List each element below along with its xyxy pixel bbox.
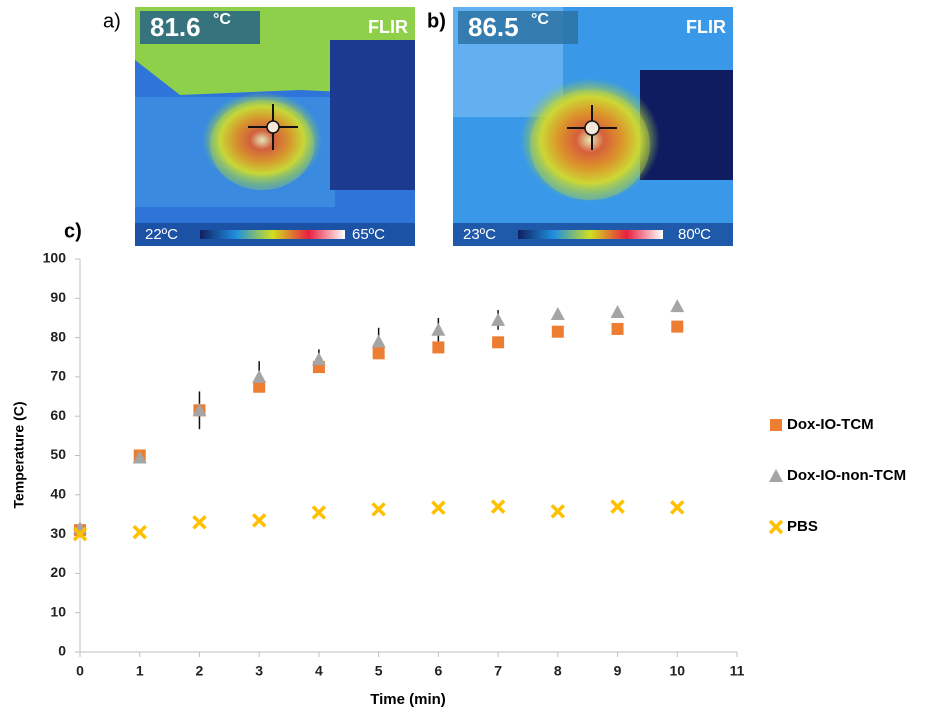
- x-tick-label: 11: [730, 663, 745, 679]
- x-tick-label: 3: [255, 663, 263, 679]
- x-tick-label: 5: [375, 663, 383, 679]
- panel-label: b): [427, 10, 446, 32]
- x-tick-label: 6: [434, 663, 442, 679]
- legend-marker: [769, 469, 783, 482]
- panel-label: c): [64, 220, 82, 242]
- thermal-image-b: [453, 7, 733, 246]
- x-tick-label: 1: [136, 663, 144, 679]
- scale-min: 22ºC: [145, 226, 178, 243]
- point: [311, 352, 326, 366]
- x-tick-label: 7: [494, 663, 502, 679]
- point: [252, 369, 267, 383]
- point: [610, 305, 625, 319]
- x-tick-label: 4: [315, 663, 323, 679]
- x-tick-label: 9: [614, 663, 622, 679]
- point: [551, 325, 564, 338]
- y-tick-label: 0: [58, 643, 66, 659]
- point: [431, 322, 446, 336]
- scale-max: 80ºC: [678, 226, 711, 243]
- y-tick-label: 80: [50, 328, 66, 344]
- point: [253, 380, 266, 393]
- point: [72, 526, 88, 542]
- temperature-unit: °C: [213, 11, 231, 28]
- y-tick-label: 90: [50, 289, 66, 305]
- scale-min: 23ºC: [463, 226, 496, 243]
- point: [670, 500, 685, 515]
- point: [550, 307, 565, 321]
- y-axis-label: Temperature (C): [11, 401, 27, 508]
- x-tick-label: 2: [196, 663, 204, 679]
- point: [192, 515, 207, 530]
- point: [611, 322, 624, 335]
- thermal-image-a: [135, 7, 415, 246]
- y-tick-label: 30: [50, 525, 66, 541]
- point: [371, 334, 386, 348]
- point: [431, 500, 446, 516]
- y-tick-label: 20: [50, 564, 66, 580]
- legend-label: PBS: [787, 518, 818, 535]
- legend-label: Dox-IO-TCM: [787, 416, 874, 433]
- legend-label: Dox-IO-non-TCM: [787, 467, 906, 484]
- x-tick-label: 10: [669, 663, 685, 679]
- point: [371, 502, 386, 517]
- temperature-reading: 86.5: [468, 12, 519, 42]
- point: [671, 320, 684, 333]
- x-axis-label: Time (min): [370, 691, 446, 708]
- point: [372, 347, 385, 360]
- point: [670, 299, 685, 313]
- point: [550, 504, 566, 519]
- legend-marker: [768, 519, 784, 535]
- point: [132, 524, 147, 540]
- point: [192, 403, 207, 417]
- x-tick-label: 8: [554, 663, 562, 679]
- y-tick-label: 50: [50, 446, 66, 462]
- temperature-unit: °C: [531, 11, 549, 28]
- panel-label: a): [103, 10, 121, 32]
- point: [132, 450, 147, 464]
- point: [432, 341, 445, 354]
- temperature-reading: 81.6: [150, 12, 201, 42]
- legend-marker: [770, 419, 782, 431]
- point: [491, 312, 506, 326]
- y-tick-label: 70: [50, 368, 66, 384]
- y-tick-label: 100: [43, 250, 67, 266]
- brand-logo: FLIR: [686, 17, 726, 37]
- y-tick-label: 40: [50, 486, 66, 502]
- x-tick-label: 0: [76, 663, 84, 679]
- scale-max: 65ºC: [352, 226, 385, 243]
- point: [490, 499, 506, 514]
- brand-logo: FLIR: [368, 17, 408, 37]
- point: [492, 336, 505, 349]
- point: [311, 505, 327, 520]
- y-tick-label: 10: [50, 603, 66, 619]
- point: [251, 513, 267, 528]
- y-tick-label: 60: [50, 407, 66, 423]
- point: [610, 499, 625, 514]
